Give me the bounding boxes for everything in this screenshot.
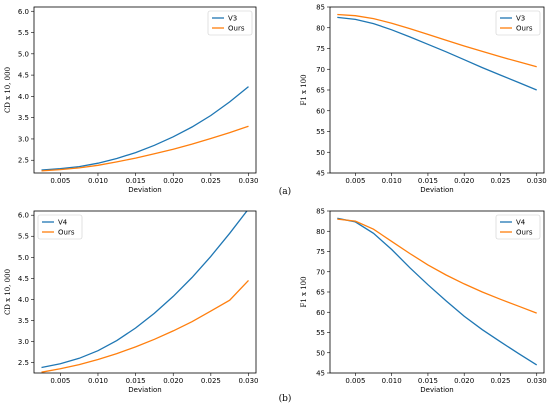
y-tick-label: 60	[316, 107, 325, 115]
x-tick-label: 0.005	[345, 177, 365, 185]
x-tick-label: 0.005	[345, 377, 365, 385]
y-tick-label: 6.0	[18, 212, 29, 220]
y-tick-label: 65	[316, 289, 325, 297]
legend: V3 Ours	[495, 10, 541, 36]
x-tick-label: 0.015	[126, 377, 146, 385]
y-tick-label: 80	[316, 24, 325, 32]
x-tick-label: 0.020	[163, 177, 183, 185]
plot-frame	[33, 210, 257, 374]
y-tick-label: 50	[316, 149, 325, 157]
x-tick-label: 0.005	[50, 177, 70, 185]
series-line-ours	[337, 13, 537, 68]
y-tick-label: 2.5	[18, 359, 29, 367]
legend: V4 Ours	[37, 214, 83, 240]
y-tick-label: 85	[316, 208, 325, 216]
legend: V3 Ours	[207, 10, 253, 36]
y-tick-label: 4.0	[18, 93, 29, 101]
x-tick-label: 0.025	[490, 377, 510, 385]
y-tick-label: 5.5	[18, 29, 29, 37]
legend-label: Ours	[516, 229, 533, 237]
legend-label: Ours	[228, 25, 245, 33]
x-tick-label: 0.010	[88, 177, 108, 185]
x-tick-label: 0.015	[126, 177, 146, 185]
y-axis-label: F1 x 100	[300, 74, 308, 105]
x-tick-label: 0.030	[527, 177, 547, 185]
x-axis-label: Deviation	[128, 186, 161, 194]
x-tick-label: 0.010	[88, 377, 108, 385]
y-tick-label: 5.5	[18, 233, 29, 241]
x-axis-label: Deviation	[420, 186, 453, 194]
series-line-v3	[337, 16, 537, 91]
panel-label-b: (b)	[279, 393, 292, 404]
y-tick-label: 4.0	[18, 296, 29, 304]
legend-box	[495, 10, 541, 36]
chart-panel-2: 0.005 0.010 0.015 0.020 0.025 0.030 45 50 55 60 65…	[300, 4, 547, 195]
y-tick-label: 70	[316, 66, 325, 74]
series-line-ours	[41, 125, 249, 172]
y-tick-label: 3.0	[18, 135, 29, 143]
chart-panel-1: 0.005 0.010 0.015 0.020 0.025 0.030 2.5 3.0 3.5 4…	[4, 6, 258, 194]
x-tick-label: 0.020	[454, 377, 474, 385]
x-axis-label: Deviation	[420, 386, 453, 394]
legend-label: Ours	[58, 229, 75, 237]
legend-label: V3	[228, 15, 237, 23]
series-line-ours	[337, 218, 537, 314]
legend-box	[495, 214, 541, 240]
y-tick-label: 75	[316, 45, 325, 53]
y-tick-label: 4.5	[18, 275, 29, 283]
series-line-v3	[41, 86, 249, 171]
series-line-v4	[41, 211, 248, 369]
chart-panel-4: 0.005 0.010 0.015 0.020 0.025 0.030 45 50 55 60 65…	[300, 208, 547, 395]
x-tick-label: 0.025	[201, 177, 221, 185]
y-tick-label: 80	[316, 228, 325, 236]
series-line-v4	[337, 217, 538, 366]
y-tick-label: 45	[316, 370, 325, 378]
y-axis-label: F1 x 100	[300, 276, 308, 307]
y-axis-label: CD x 10, 000	[4, 67, 12, 113]
y-tick-label: 2.5	[18, 157, 29, 165]
y-tick-label: 75	[316, 248, 325, 256]
y-tick-label: 55	[316, 128, 325, 136]
y-tick-label: 85	[316, 4, 325, 12]
x-tick-label: 0.010	[382, 177, 402, 185]
y-tick-label: 4.5	[18, 72, 29, 80]
x-tick-label: 0.030	[238, 177, 258, 185]
x-tick-label: 0.010	[382, 377, 402, 385]
y-tick-label: 3.5	[18, 317, 29, 325]
y-tick-label: 70	[316, 268, 325, 276]
series-line-ours	[41, 279, 249, 373]
y-tick-label: 3.0	[18, 338, 29, 346]
plot-frame	[33, 6, 257, 174]
x-tick-label: 0.015	[418, 377, 438, 385]
y-tick-label: 60	[316, 309, 325, 317]
x-tick-label: 0.030	[527, 377, 547, 385]
legend-label: Ours	[516, 25, 533, 33]
y-tick-label: 50	[316, 349, 325, 357]
x-tick-label: 0.020	[163, 377, 183, 385]
legend: V4 Ours	[495, 214, 541, 240]
y-tick-label: 55	[316, 329, 325, 337]
x-tick-label: 0.015	[418, 177, 438, 185]
y-tick-label: 6.0	[18, 8, 29, 16]
legend-label: V4	[516, 219, 526, 227]
y-tick-label: 45	[316, 170, 325, 178]
y-axis-label: CD x 10, 000	[4, 269, 12, 315]
legend-label: V3	[516, 15, 525, 23]
legend-label: V4	[58, 219, 68, 227]
legend-box	[207, 10, 253, 36]
y-tick-label: 5.0	[18, 254, 29, 262]
x-tick-label: 0.005	[50, 377, 70, 385]
y-tick-label: 5.0	[18, 50, 29, 58]
y-tick-label: 65	[316, 87, 325, 95]
x-axis-label: Deviation	[128, 386, 161, 394]
y-tick-label: 3.5	[18, 114, 29, 122]
x-tick-label: 0.030	[238, 377, 258, 385]
x-tick-label: 0.020	[454, 177, 474, 185]
x-tick-label: 0.025	[490, 177, 510, 185]
legend-box	[37, 214, 83, 240]
x-tick-label: 0.025	[201, 377, 221, 385]
chart-panel-3: 0.005 0.010 0.015 0.020 0.025 0.030 2.5 3.0 3.5 4…	[4, 210, 258, 394]
panel-label-a: (a)	[279, 186, 291, 197]
